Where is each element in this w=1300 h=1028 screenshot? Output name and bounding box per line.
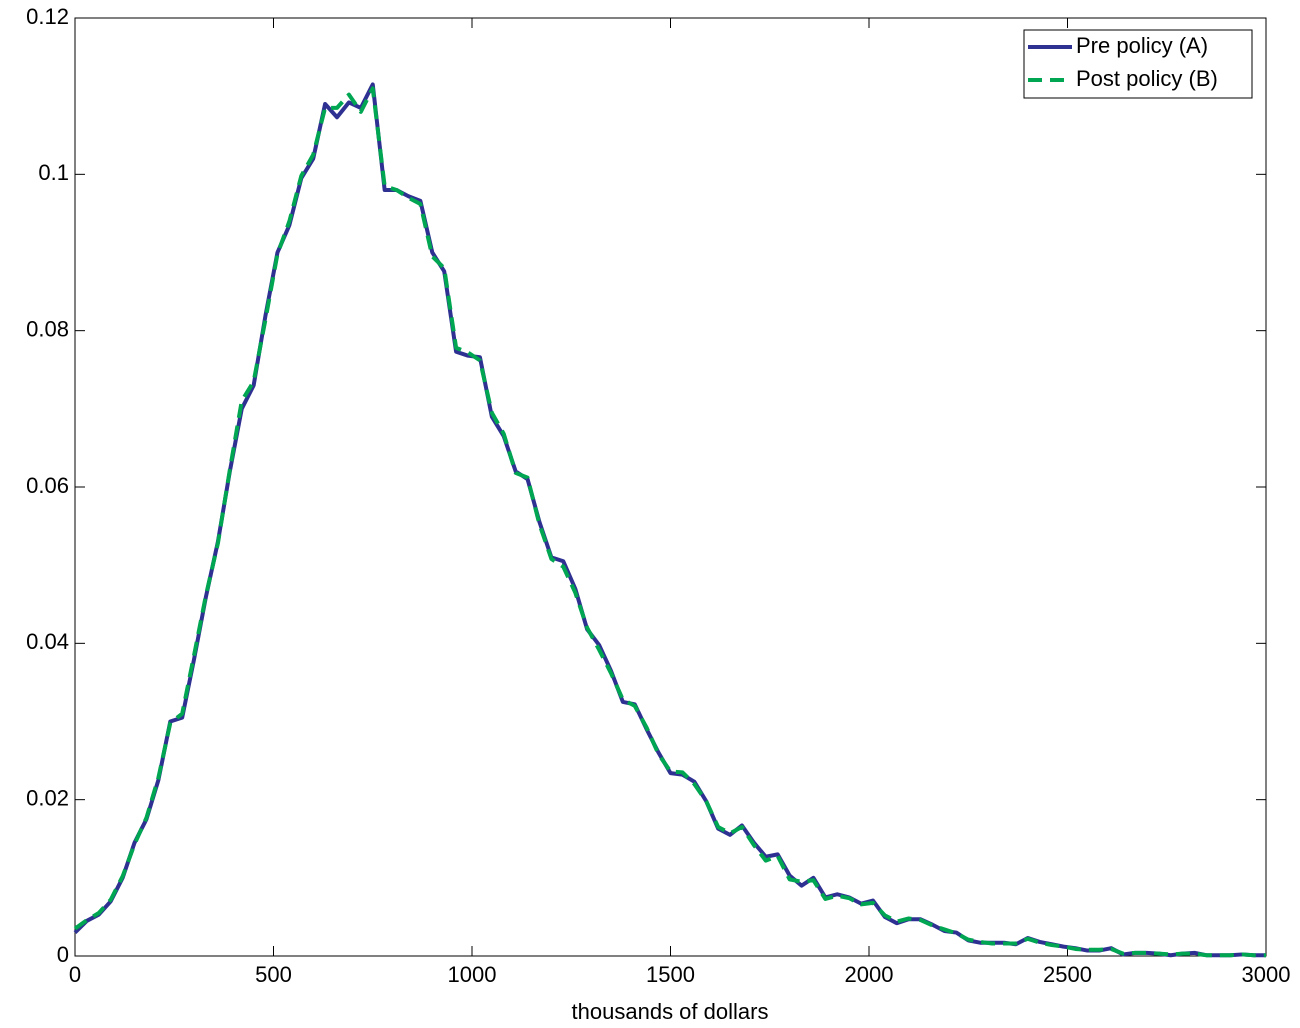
y-tick-label: 0.06 [26,473,69,498]
legend-box [1023,29,1253,99]
legend-label: Post policy (B) [1076,66,1218,91]
x-tick-label: 3000 [1242,962,1291,987]
y-tick-label: 0.1 [38,160,69,185]
legend-label: Pre policy (A) [1076,33,1208,58]
y-tick-label: 0 [57,942,69,967]
x-tick-label: 2000 [845,962,894,987]
x-tick-label: 1000 [448,962,497,987]
x-tick-label: 1500 [646,962,695,987]
x-tick-label: 2500 [1043,962,1092,987]
x-axis-label: thousands of dollars [572,999,769,1024]
x-tick-label: 0 [69,962,81,987]
y-tick-label: 0.02 [26,785,69,810]
plot-frame [74,17,1267,957]
series-line [73,86,1266,958]
y-tick-label: 0.04 [26,629,69,654]
x-tick-label: 500 [255,962,292,987]
y-tick-label: 0.12 [26,4,69,29]
y-tick-label: 0.08 [26,316,69,341]
